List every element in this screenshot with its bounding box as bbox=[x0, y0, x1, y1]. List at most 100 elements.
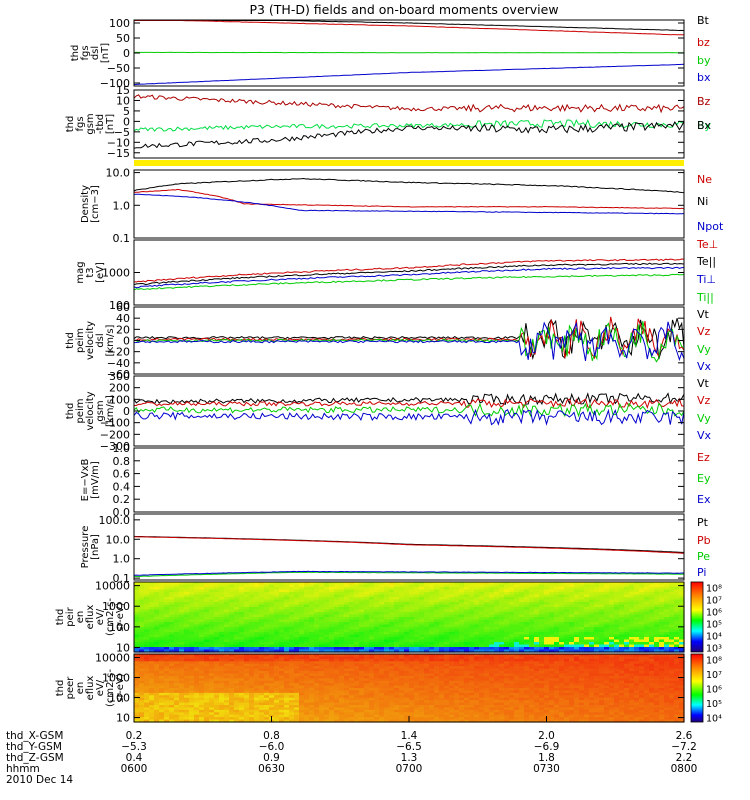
heatmap-cell bbox=[314, 612, 320, 616]
heatmap-cell bbox=[404, 705, 410, 709]
heatmap-cell bbox=[184, 680, 190, 684]
heatmap-cell bbox=[584, 642, 590, 646]
heatmap-cell bbox=[144, 714, 150, 718]
heatmap-cell bbox=[634, 617, 640, 621]
heatmap-cell bbox=[459, 644, 465, 648]
heatmap-cell bbox=[524, 644, 530, 648]
heatmap-cell bbox=[334, 597, 340, 601]
heatmap-cell bbox=[179, 695, 185, 699]
heatmap-cell bbox=[219, 592, 225, 596]
heatmap-cell bbox=[389, 700, 395, 704]
heatmap-cell bbox=[244, 602, 250, 606]
heatmap-cell bbox=[359, 675, 365, 679]
heatmap-cell bbox=[449, 639, 455, 643]
heatmap-cell bbox=[294, 639, 300, 643]
heatmap-cell bbox=[369, 644, 375, 648]
heatmap-cell bbox=[134, 688, 140, 692]
heatmap-cell bbox=[394, 663, 400, 667]
heatmap-cell bbox=[194, 666, 200, 670]
heatmap-cell bbox=[159, 663, 165, 667]
heatmap-cell bbox=[329, 717, 335, 721]
heatmap-cell bbox=[614, 619, 620, 623]
heatmap-cell bbox=[154, 663, 160, 667]
heatmap-cell bbox=[414, 639, 420, 643]
heatmap-cell bbox=[429, 644, 435, 648]
heatmap-cell bbox=[334, 619, 340, 623]
heatmap-cell bbox=[379, 675, 385, 679]
heatmap-cell bbox=[419, 702, 425, 706]
heatmap-cell bbox=[679, 582, 685, 586]
heatmap-cell bbox=[179, 707, 185, 711]
heatmap-cell bbox=[664, 629, 670, 633]
heatmap-cell bbox=[569, 627, 575, 631]
heatmap-cell bbox=[534, 599, 540, 603]
heatmap-cell bbox=[334, 604, 340, 608]
heatmap-cell bbox=[389, 702, 395, 706]
heatmap-cell bbox=[204, 685, 210, 689]
heatmap-cell bbox=[344, 587, 350, 591]
heatmap-cell bbox=[179, 714, 185, 718]
heatmap-cell bbox=[614, 637, 620, 641]
heatmap-cell bbox=[154, 709, 160, 713]
heatmap-cell bbox=[299, 602, 305, 606]
heatmap-cell bbox=[249, 639, 255, 643]
heatmap-cell bbox=[424, 702, 430, 706]
heatmap-cell bbox=[304, 634, 310, 638]
heatmap-cell bbox=[184, 663, 190, 667]
heatmap-cell bbox=[209, 671, 215, 675]
heatmap-cell bbox=[384, 675, 390, 679]
heatmap-cell bbox=[259, 695, 265, 699]
heatmap-cell bbox=[239, 683, 245, 687]
heatmap-cell bbox=[159, 582, 165, 586]
heatmap-cell bbox=[214, 654, 220, 658]
heatmap-cell bbox=[399, 654, 405, 658]
heatmap-cell bbox=[529, 632, 535, 636]
heatmap-cell bbox=[339, 627, 345, 631]
heatmap-cell bbox=[229, 700, 235, 704]
heatmap-cell bbox=[344, 680, 350, 684]
heatmap-cell bbox=[144, 604, 150, 608]
heatmap-cell bbox=[284, 690, 290, 694]
heatmap-cell bbox=[574, 587, 580, 591]
heatmap-cell bbox=[444, 599, 450, 603]
heatmap-cell bbox=[529, 639, 535, 643]
heatmap-cell bbox=[279, 654, 285, 658]
heatmap-cell bbox=[334, 607, 340, 611]
heatmap-cell bbox=[569, 644, 575, 648]
heatmap-cell bbox=[394, 673, 400, 677]
heatmap-cell bbox=[379, 683, 385, 687]
heatmap-cell bbox=[229, 602, 235, 606]
heatmap-cell bbox=[249, 707, 255, 711]
heatmap-cell bbox=[189, 666, 195, 670]
heatmap-cell bbox=[274, 683, 280, 687]
heatmap-cell bbox=[539, 582, 545, 586]
heatmap-cell bbox=[624, 582, 630, 586]
heatmap-cell bbox=[374, 607, 380, 611]
heatmap-cell bbox=[419, 688, 425, 692]
heatmap-cell bbox=[414, 607, 420, 611]
heatmap-cell bbox=[274, 680, 280, 684]
heatmap-cell bbox=[459, 639, 465, 643]
heatmap-cell bbox=[459, 617, 465, 621]
heatmap-cell bbox=[309, 602, 315, 606]
heatmap-cell bbox=[329, 697, 335, 701]
heatmap-cell bbox=[399, 668, 405, 672]
heatmap-cell bbox=[224, 594, 230, 598]
heatmap-cell bbox=[579, 637, 585, 641]
heatmap-cell bbox=[299, 668, 305, 672]
heatmap-cell bbox=[174, 663, 180, 667]
heatmap-cell bbox=[309, 700, 315, 704]
heatmap-cell bbox=[654, 647, 660, 651]
heatmap-cell bbox=[339, 607, 345, 611]
heatmap-cell bbox=[354, 714, 360, 718]
heatmap-cell bbox=[549, 604, 555, 608]
heatmap-cell bbox=[674, 599, 680, 603]
heatmap-cell bbox=[589, 619, 595, 623]
heatmap-cell bbox=[389, 668, 395, 672]
heatmap-cell bbox=[369, 654, 375, 658]
heatmap-cell bbox=[494, 599, 500, 603]
heatmap-cell bbox=[529, 602, 535, 606]
heatmap-cell bbox=[604, 594, 610, 598]
heatmap-cell bbox=[194, 697, 200, 701]
heatmap-cell bbox=[624, 639, 630, 643]
